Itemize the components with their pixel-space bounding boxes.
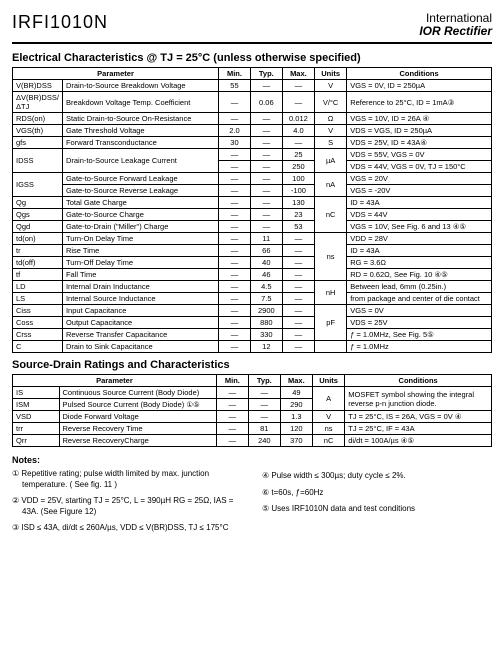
table-row: td(on)Turn-On Delay Time—11—nsVDD = 28V [13, 233, 492, 245]
col-units: Units [315, 68, 347, 80]
note-item: ④ Pulse width ≤ 300µs; duty cycle ≤ 2%. [272, 471, 492, 481]
col-cond: Conditions [347, 68, 492, 80]
page-header: IRFI1010N International IOR Rectifier [12, 12, 492, 44]
note-item: ② VDD = 25V, starting TJ = 25°C, L = 390… [22, 496, 242, 517]
source-drain-table: Parameter Min. Typ. Max. Units Condition… [12, 374, 492, 447]
note-item: ⑤ Uses IRF1010N data and test conditions [272, 504, 492, 514]
table-row: IDSSDrain-to-Source Leakage Current——25µ… [13, 149, 492, 161]
part-number: IRFI1010N [12, 12, 108, 33]
table-row: VGS(th)Gate Threshold Voltage2.0—4.0VVDS… [13, 125, 492, 137]
table-row: CossOutput Capacitance—880—VDS = 25V [13, 317, 492, 329]
table-row: QgdGate-to-Drain ("Miller") Charge——53VG… [13, 221, 492, 233]
brand-logo: International IOR Rectifier [419, 12, 492, 38]
col-max: Max. [282, 68, 314, 80]
table-row: LDInternal Drain Inductance—4.5—nHBetwee… [13, 281, 492, 293]
table-row: VSDDiode Forward Voltage——1.3VTJ = 25°C,… [13, 411, 492, 423]
table-row: LSInternal Source Inductance—7.5—from pa… [13, 293, 492, 305]
col-param: Parameter [13, 68, 219, 80]
table-row: IGSSGate-to-Source Forward Leakage——100n… [13, 173, 492, 185]
table-row: CrssReverse Transfer Capacitance—330—ƒ =… [13, 329, 492, 341]
electrical-table: Parameter Min. Typ. Max. Units Condition… [12, 67, 492, 353]
table-row: QgTotal Gate Charge——130nCID = 43A [13, 197, 492, 209]
col-min: Min. [219, 68, 251, 80]
table-row: RDS(on)Static Drain-to-Source On-Resista… [13, 113, 492, 125]
table-row: Gate-to-Source Reverse Leakage——-100VGS … [13, 185, 492, 197]
col-param: Parameter [13, 375, 217, 387]
note-item: ① Repetitive rating; pulse width limited… [22, 469, 242, 490]
section1-title: Electrical Characteristics @ TJ = 25°C (… [12, 52, 492, 64]
col-typ: Typ. [250, 68, 282, 80]
note-item: ③ ISD ≤ 43A, di/dt ≤ 260A/µs, VDD ≤ V(BR… [22, 523, 242, 533]
notes-section: Notes: ① Repetitive rating; pulse width … [12, 455, 492, 539]
table-row: tfFall Time—46—RD = 0.62Ω, See Fig. 10 ④… [13, 269, 492, 281]
table-row: td(off)Turn-Off Delay Time—40—RG = 3.6Ω [13, 257, 492, 269]
table-row: trRise Time—66—ID = 43A [13, 245, 492, 257]
table-row: ISContinuous Source Current (Body Diode)… [13, 387, 492, 399]
note-item: ⑥ t=60s, ƒ=60Hz [272, 488, 492, 498]
table-row: V(BR)DSSDrain-to-Source Breakdown Voltag… [13, 80, 492, 92]
brand-line2: IOR Rectifier [419, 25, 492, 38]
table-row: CDrain to Sink Capacitance—12—ƒ = 1.0MHz [13, 341, 492, 353]
notes-title: Notes: [12, 455, 242, 465]
col-min: Min. [216, 375, 248, 387]
table-row: CissInput Capacitance—2900—pFVGS = 0V [13, 305, 492, 317]
table-row: QgsGate-to-Source Charge——23VDS = 44V [13, 209, 492, 221]
col-units: Units [312, 375, 344, 387]
section2-title: Source-Drain Ratings and Characteristics [12, 359, 492, 371]
col-max: Max. [280, 375, 312, 387]
col-typ: Typ. [248, 375, 280, 387]
col-cond: Conditions [345, 375, 492, 387]
table-row: trrReverse Recovery Time—81120nsTJ = 25°… [13, 423, 492, 435]
table-row: gfsForward Transconductance30——SVDS = 25… [13, 137, 492, 149]
table-row: QrrReverse RecoveryCharge—240370nCdi/dt … [13, 435, 492, 447]
table-row: ΔV(BR)DSS/ΔTJBreakdown Voltage Temp. Coe… [13, 92, 492, 113]
